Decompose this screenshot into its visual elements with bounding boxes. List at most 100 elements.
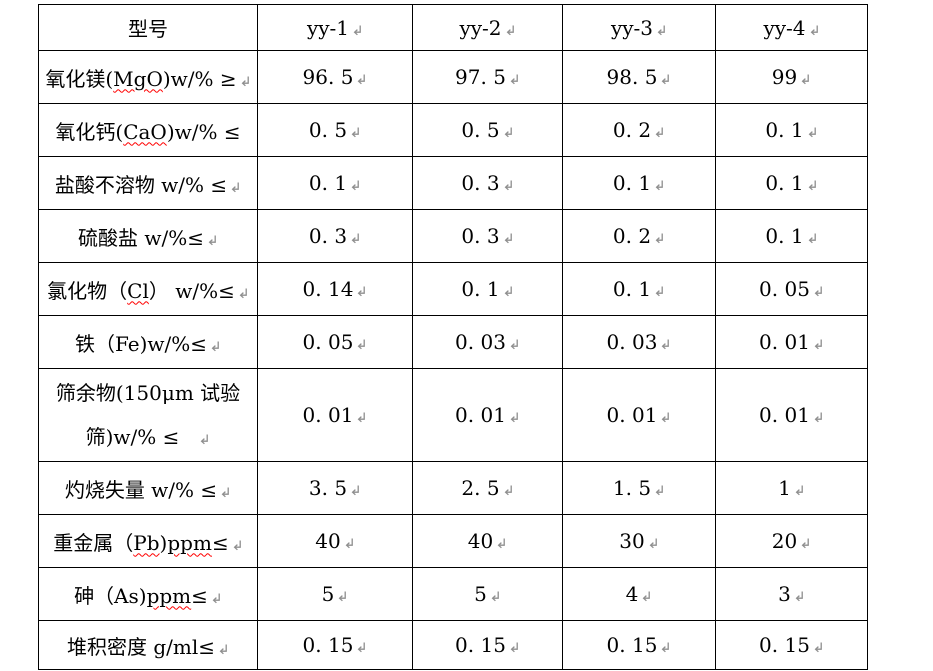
- cell-heavy-metals-yy-2[interactable]: 40: [412, 514, 563, 568]
- row-label-text: 灼烧失量 w/% ≤: [64, 477, 218, 502]
- cell-iron-yy-2[interactable]: 0. 03: [412, 315, 563, 369]
- cell-arsenic-yy-1[interactable]: 5: [257, 567, 413, 621]
- cell-value: 0. 01: [455, 403, 506, 427]
- table-row-chloride: 氯化物（Cl） w/%≤ 0. 14 0. 1 0. 1 0. 05: [38, 262, 868, 316]
- cell-value: 20: [771, 529, 798, 553]
- row-label-text: 氧化钙(: [55, 119, 124, 144]
- row-label-heavy-metals[interactable]: 重金属（Pb)ppm≤: [38, 514, 258, 568]
- cell-sulfate-yy-4[interactable]: 0. 1: [715, 209, 868, 263]
- cell-cao-yy-3[interactable]: 0. 2: [562, 103, 716, 157]
- table-row-arsenic: 砷（As)ppm≤ 5 5 4 3: [38, 567, 868, 621]
- pilcrow-return-icon: [350, 126, 361, 138]
- cell-hcl-insoluble-yy-4[interactable]: 0. 1: [715, 156, 868, 210]
- cell-cao-yy-4[interactable]: 0. 1: [715, 103, 868, 157]
- cell-bulk-density-yy-2[interactable]: 0. 15: [412, 620, 563, 670]
- column-header-yy-4[interactable]: yy-4: [715, 4, 868, 51]
- cell-mgo-yy-1[interactable]: 96. 5: [257, 50, 413, 104]
- cell-loss-on-ignition-yy-2[interactable]: 2. 5: [412, 461, 563, 515]
- cell-sulfate-yy-3[interactable]: 0. 2: [562, 209, 716, 263]
- row-label-text: 铁（Fe)w/%≤: [74, 331, 208, 356]
- cell-bulk-density-yy-1[interactable]: 0. 15: [257, 620, 413, 670]
- cell-loss-on-ignition-yy-3[interactable]: 1. 5: [562, 461, 716, 515]
- cell-chloride-yy-3[interactable]: 0. 1: [562, 262, 716, 316]
- misspelled-word: MgO: [113, 66, 163, 91]
- cell-chloride-yy-1[interactable]: 0. 14: [257, 262, 413, 316]
- cell-value: 2. 5: [461, 476, 500, 500]
- cell-loss-on-ignition-yy-4[interactable]: 1: [715, 461, 868, 515]
- cell-chloride-yy-4[interactable]: 0. 05: [715, 262, 868, 316]
- cell-value: 40: [467, 529, 494, 553]
- row-label-text: ） w/%≤: [148, 278, 235, 303]
- cell-hcl-insoluble-yy-2[interactable]: 0. 3: [412, 156, 563, 210]
- pilcrow-return-icon: [807, 179, 818, 191]
- header-row: 型号 yy-1 yy-2 yy-3 yy-4: [38, 4, 868, 51]
- cell-iron-yy-1[interactable]: 0. 05: [257, 315, 413, 369]
- cell-sulfate-yy-2[interactable]: 0. 3: [412, 209, 563, 263]
- column-header-yy-1[interactable]: yy-1: [257, 4, 413, 51]
- cell-heavy-metals-yy-3[interactable]: 30: [562, 514, 716, 568]
- cell-hcl-insoluble-yy-3[interactable]: 0. 1: [562, 156, 716, 210]
- pilcrow-return-icon: [654, 179, 665, 191]
- row-label-loss-on-ignition[interactable]: 灼烧失量 w/% ≤: [38, 461, 258, 515]
- cell-mgo-yy-4[interactable]: 99: [715, 50, 868, 104]
- cell-sieve-residue-yy-4[interactable]: 0. 01: [715, 368, 868, 462]
- row-label-mgo[interactable]: 氧化镁(MgO)w/% ≥: [38, 50, 258, 104]
- cell-arsenic-yy-2[interactable]: 5: [412, 567, 563, 621]
- pilcrow-return-icon: [356, 411, 367, 423]
- cell-loss-on-ignition-yy-1[interactable]: 3. 5: [257, 461, 413, 515]
- cell-mgo-yy-3[interactable]: 98. 5: [562, 50, 716, 104]
- misspelled-word: CaO: [123, 119, 167, 144]
- column-header-model[interactable]: 型号: [38, 4, 258, 51]
- table-row-sieve-residue: 筛余物(150μm 试验 筛)w/% ≤ 0. 01 0. 01 0. 01 0. 01: [38, 368, 868, 462]
- column-header-label: yy-2: [459, 15, 502, 40]
- cell-value: 0. 2: [612, 224, 652, 248]
- cell-sieve-residue-yy-3[interactable]: 0. 01: [562, 368, 716, 462]
- column-header-yy-2[interactable]: yy-2: [412, 4, 563, 51]
- column-header-label: 型号: [128, 17, 168, 41]
- row-label-sulfate[interactable]: 硫酸盐 w/%≤: [38, 209, 258, 263]
- cell-iron-yy-3[interactable]: 0. 03: [562, 315, 716, 369]
- row-label-hcl-insoluble[interactable]: 盐酸不溶物 w/% ≤: [38, 156, 258, 210]
- cell-value: 0. 1: [765, 224, 804, 248]
- pilcrow-return-icon: [350, 179, 361, 191]
- cell-sieve-residue-yy-1[interactable]: 0. 01: [257, 368, 413, 462]
- cell-iron-yy-4[interactable]: 0. 01: [715, 315, 868, 369]
- cell-heavy-metals-yy-4[interactable]: 20: [715, 514, 868, 568]
- cell-arsenic-yy-3[interactable]: 4: [562, 567, 716, 621]
- row-label-line: 盐酸不溶物 w/% ≤: [39, 169, 257, 198]
- cell-hcl-insoluble-yy-1[interactable]: 0. 1: [257, 156, 413, 210]
- table-row-loss-on-ignition: 灼烧失量 w/% ≤ 3. 5 2. 5 1. 5 1: [38, 461, 868, 515]
- row-label-bulk-density[interactable]: 堆积密度 g/ml≤: [38, 620, 258, 670]
- cell-value: 98. 5: [606, 65, 658, 89]
- cell-heavy-metals-yy-1[interactable]: 40: [257, 514, 413, 568]
- row-label-arsenic[interactable]: 砷（As)ppm≤: [38, 567, 258, 621]
- row-label-iron[interactable]: 铁（Fe)w/%≤: [38, 315, 258, 369]
- pilcrow-return-icon: [660, 411, 671, 423]
- cell-bulk-density-yy-3[interactable]: 0. 15: [562, 620, 716, 670]
- cell-sieve-residue-yy-2[interactable]: 0. 01: [412, 368, 563, 462]
- row-label-chloride[interactable]: 氯化物（Cl） w/%≤: [38, 262, 258, 316]
- cell-chloride-yy-2[interactable]: 0. 1: [412, 262, 563, 316]
- pilcrow-return-icon: [654, 232, 665, 244]
- pilcrow-return-icon: [654, 126, 665, 138]
- row-label-sieve-residue[interactable]: 筛余物(150μm 试验 筛)w/% ≤: [38, 368, 258, 462]
- cell-cao-yy-1[interactable]: 0. 5: [257, 103, 413, 157]
- cell-value: 0. 15: [606, 633, 658, 657]
- cell-value: 0. 14: [302, 277, 354, 301]
- pilcrow-return-icon: [207, 234, 218, 246]
- pilcrow-return-icon: [509, 641, 520, 653]
- pilcrow-return-icon: [509, 73, 520, 85]
- cell-value: 0. 15: [759, 633, 810, 657]
- row-label-text: 筛)w/% ≤: [85, 425, 180, 449]
- column-header-yy-3[interactable]: yy-3: [562, 4, 716, 51]
- row-label-cao[interactable]: 氧化钙(CaO)w/% ≤: [38, 103, 258, 157]
- cell-value: 0. 2: [612, 118, 652, 142]
- cell-mgo-yy-2[interactable]: 97. 5: [412, 50, 563, 104]
- cell-sulfate-yy-1[interactable]: 0. 3: [257, 209, 413, 263]
- cell-value: 97. 5: [455, 65, 506, 89]
- cell-bulk-density-yy-4[interactable]: 0. 15: [715, 620, 868, 670]
- cell-arsenic-yy-4[interactable]: 3: [715, 567, 868, 621]
- cell-cao-yy-2[interactable]: 0. 5: [412, 103, 563, 157]
- cell-value: 0. 03: [606, 330, 658, 354]
